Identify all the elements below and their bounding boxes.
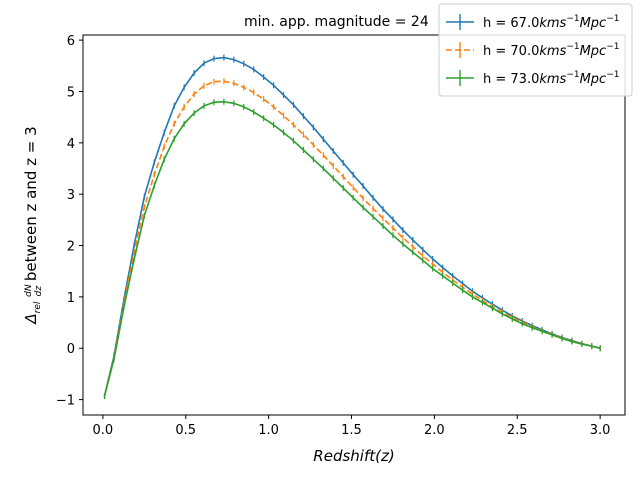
x-tick-label: 1.0 [258, 423, 279, 438]
y-axis: −1 0 1 2 3 4 5 6 [56, 34, 83, 408]
svg-text:Δrel dNdz between z and z = 3: Δrel dNdz between z and z = 3 [22, 126, 44, 324]
y-tick-label: 4 [67, 137, 75, 152]
y-tick-label: 2 [67, 240, 75, 255]
y-tick-label: 3 [67, 188, 75, 203]
x-axis-title: Redshift(z) [313, 447, 394, 465]
y-tick-label: 6 [67, 34, 75, 49]
y-axis-text: between z and z = 3 [22, 126, 40, 281]
y-axis-delta: Δ [22, 313, 40, 324]
x-tick-label: 0.0 [93, 423, 114, 438]
y-tick-label: 5 [67, 85, 75, 100]
series-line-1 [105, 81, 601, 396]
series-layer [105, 55, 601, 399]
legend-label-2: h = 73.0kms−1Mpc−1 [483, 70, 620, 87]
legend-label-0: h = 67.0kms−1Mpc−1 [483, 14, 620, 31]
series-line-2 [105, 102, 601, 396]
y-tick-label: −1 [56, 394, 75, 409]
x-tick-label: 0.5 [175, 423, 196, 438]
x-tick-label: 2.5 [507, 423, 528, 438]
chart-title: min. app. magnitude = 24 [244, 14, 429, 30]
x-tick-label: 1.5 [341, 423, 362, 438]
y-axis-subscript: rel [33, 301, 43, 313]
x-axis: 0.0 0.5 1.0 1.5 2.0 2.5 3.0 [93, 415, 611, 438]
x-tick-label: 3.0 [590, 423, 611, 438]
legend-label-1: h = 70.0kms−1Mpc−1 [483, 42, 620, 59]
y-tick-label: 1 [67, 291, 75, 306]
x-tick-label: 2.0 [424, 423, 445, 438]
series-line-0 [105, 58, 601, 396]
y-tick-label: 0 [67, 342, 75, 357]
legend: h = 67.0kms−1Mpc−1 h = 70.0kms−1Mpc−1 h = … [439, 4, 632, 96]
y-axis-title: Δrel dNdz between z and z = 3 [22, 126, 44, 324]
y-axis-frac-den: dz [34, 286, 44, 297]
